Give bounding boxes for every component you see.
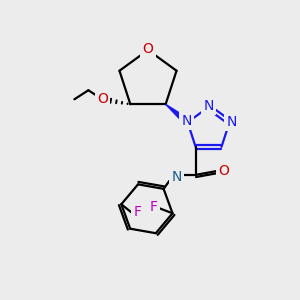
Text: N: N xyxy=(226,115,237,129)
Text: O: O xyxy=(142,42,153,56)
Text: O: O xyxy=(97,92,108,106)
Text: N: N xyxy=(171,170,182,184)
Polygon shape xyxy=(166,104,190,125)
Text: N: N xyxy=(203,99,214,113)
Text: F: F xyxy=(149,200,158,214)
Text: F: F xyxy=(133,205,141,219)
Text: O: O xyxy=(218,164,229,178)
Text: N: N xyxy=(182,114,192,128)
Text: H: H xyxy=(168,168,177,178)
